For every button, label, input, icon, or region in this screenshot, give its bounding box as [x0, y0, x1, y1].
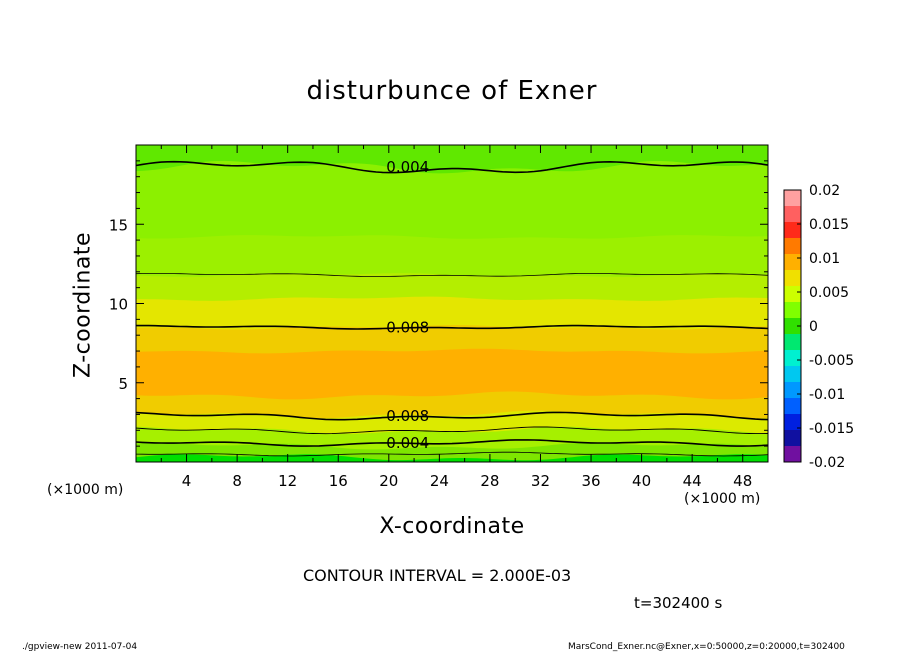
contour-labels: 0.004 0.008 0.008 0.004	[386, 158, 429, 452]
colorbar-tick-label: 0.005	[809, 285, 849, 301]
x-tick-label: 20	[379, 472, 398, 490]
colorbar-swatch	[784, 190, 801, 207]
colorbar-tick-label: -0.01	[809, 387, 845, 403]
contour-line	[135, 426, 769, 435]
x-tick-label: 12	[278, 472, 297, 490]
contour-label-3: 0.004	[386, 434, 429, 452]
colorbar-tick-label: -0.015	[809, 421, 854, 437]
colorbar-swatch	[784, 334, 801, 351]
contour-line	[135, 160, 769, 174]
contour-line	[135, 439, 769, 447]
colorbar-swatch	[784, 398, 801, 415]
colorbar-tick-label: 0	[809, 319, 818, 335]
colorbar-swatch	[784, 270, 801, 287]
colorbar-swatch	[784, 382, 801, 399]
contour-lines	[135, 160, 769, 457]
contour-line	[135, 273, 769, 277]
time-label: t=302400 s	[634, 594, 723, 612]
y-axis-label: Z-coordinate	[70, 232, 96, 378]
footer-right: MarsCond_Exner.nc@Exner,x=0:50000,z=0:20…	[568, 642, 845, 652]
colorbar-swatch	[784, 206, 801, 223]
x-tick-label: 24	[430, 472, 449, 490]
colorbar-tick-label: 0.02	[809, 183, 840, 199]
x-unit-right: (×1000 m)	[684, 491, 761, 507]
x-tick-label: 16	[329, 472, 348, 490]
colorbar-swatch	[784, 414, 801, 431]
footer-left: ./gpview-new 2011-07-04	[22, 642, 138, 652]
contour-line	[135, 451, 769, 457]
y-tick-label: 15	[109, 216, 128, 234]
colorbar-swatch	[784, 430, 801, 447]
x-axis-label: X-coordinate	[379, 514, 525, 539]
x-tick-label: 28	[480, 472, 499, 490]
colorbar-swatch	[784, 302, 801, 319]
contour-label-1: 0.008	[386, 318, 429, 336]
y-tick-label: 10	[109, 296, 128, 314]
y-axis: 5 10 15	[109, 144, 768, 463]
colorbar-swatch	[784, 238, 801, 255]
colorbar-swatch	[784, 222, 801, 239]
x-tick-label: 32	[531, 472, 550, 490]
contour-interval-note: CONTOUR INTERVAL = 2.000E-03	[303, 566, 572, 585]
colorbar-swatch	[784, 254, 801, 271]
colorbar-tick-label: -0.02	[809, 455, 845, 471]
colorbar-tick-label: 0.015	[809, 217, 849, 233]
colorbar-swatch	[784, 350, 801, 367]
contour-label-0: 0.004	[386, 158, 429, 176]
colorbar: 0.02 0.015 0.01 0.005 0 -0.005 -0.01 -0.015 -0.0…	[783, 183, 854, 471]
x-tick-label: 44	[683, 472, 702, 490]
x-tick-label: 8	[232, 472, 242, 490]
heatmap-bands	[136, 145, 768, 462]
chart-title: disturbunce of Exner	[306, 76, 598, 106]
colorbar-swatch	[784, 366, 801, 383]
x-tick-label: 36	[581, 472, 600, 490]
x-axis: 4 8 12 16 20 24 28 32 36 40 44 48	[135, 145, 769, 490]
x-unit-left: (×1000 m)	[47, 482, 124, 498]
colorbar-swatch	[784, 446, 801, 463]
contour-line	[136, 324, 769, 330]
colorbar-swatch	[784, 286, 801, 303]
colorbar-tick-label: -0.005	[809, 353, 854, 369]
y-tick-label: 5	[118, 375, 128, 393]
contour-label-2: 0.008	[386, 407, 429, 425]
colorbar-swatch	[784, 318, 801, 335]
x-tick-label: 48	[733, 472, 752, 490]
colorbar-tick-label: 0.01	[809, 251, 840, 267]
x-tick-label: 4	[182, 472, 192, 490]
x-tick-label: 40	[632, 472, 651, 490]
contour-line	[135, 411, 769, 421]
